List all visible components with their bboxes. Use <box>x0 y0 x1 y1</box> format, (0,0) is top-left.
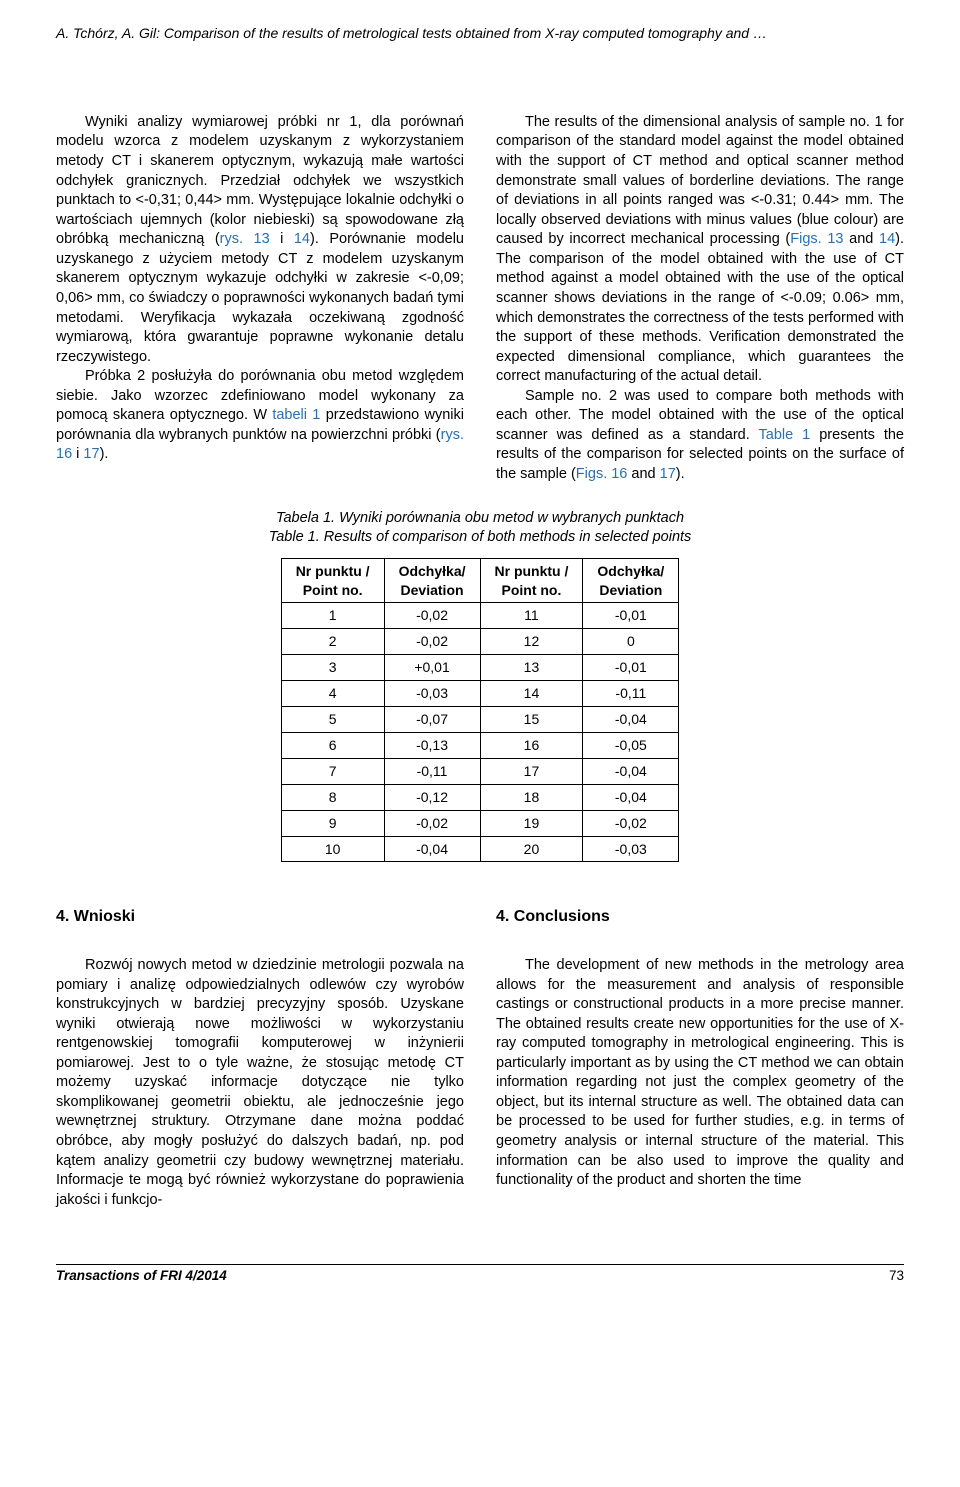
table-row: 3+0,0113-0,01 <box>281 655 679 681</box>
table-header: Nr punktu /Point no. <box>281 558 384 603</box>
table-cell: 17 <box>480 758 583 784</box>
figure-ref: 14 <box>294 231 310 247</box>
paragraph-en-1: The results of the dimensional analysis … <box>496 113 904 387</box>
text: and <box>843 231 879 247</box>
table-cell: 2 <box>281 629 384 655</box>
table-caption-pl: Tabela 1. Wyniki porównania obu metod w … <box>56 509 904 529</box>
left-column-conclusions: 4. Wnioski Rozwój nowych metod w dziedzi… <box>56 906 464 1210</box>
table-caption-en: Table 1. Results of comparison of both m… <box>56 528 904 548</box>
table-cell: -0,01 <box>583 655 679 681</box>
table-row: 1-0,0211-0,01 <box>281 603 679 629</box>
footer-page-number: 73 <box>889 1267 904 1285</box>
paragraph-pl-1: Wyniki analizy wymiarowej próbki nr 1, d… <box>56 113 464 367</box>
table-cell: -0,13 <box>384 732 480 758</box>
table-cell: -0,12 <box>384 784 480 810</box>
text: ). Porównanie modelu uzyskanego z użycie… <box>56 231 464 364</box>
figure-ref: rys. 13 <box>220 231 270 247</box>
table-cell: -0,03 <box>583 836 679 862</box>
table-cell: -0,04 <box>583 758 679 784</box>
table-ref: tabeli 1 <box>272 407 320 423</box>
table-row: 4-0,0314-0,11 <box>281 681 679 707</box>
left-column: Wyniki analizy wymiarowej próbki nr 1, d… <box>56 113 464 485</box>
figure-ref: Figs. 16 <box>576 466 628 482</box>
table-cell: -0,07 <box>384 707 480 733</box>
table-cell: 16 <box>480 732 583 758</box>
table-header-row: Nr punktu /Point no. Odchyłka/Deviation … <box>281 558 679 603</box>
paragraph-pl-2: Próbka 2 posłużyła do porównania obu met… <box>56 367 464 465</box>
table-header: Nr punktu /Point no. <box>480 558 583 603</box>
text: i <box>270 231 294 247</box>
table-cell: 15 <box>480 707 583 733</box>
table-cell: 14 <box>480 681 583 707</box>
table-cell: 8 <box>281 784 384 810</box>
page-footer: Transactions of FRI 4/2014 73 <box>56 1264 904 1285</box>
text: i <box>72 446 83 462</box>
table-cell: -0,02 <box>384 629 480 655</box>
paragraph-conclusion-en: The development of new methods in the me… <box>496 956 904 1191</box>
table-cell: -0,11 <box>583 681 679 707</box>
table-row: 2-0,02120 <box>281 629 679 655</box>
figure-ref: 14 <box>879 231 895 247</box>
figure-ref: Figs. 13 <box>790 231 843 247</box>
table-cell: 3 <box>281 655 384 681</box>
table-cell: 6 <box>281 732 384 758</box>
table-cell: 1 <box>281 603 384 629</box>
table-cell: 7 <box>281 758 384 784</box>
figure-ref: 17 <box>660 466 676 482</box>
table-header: Odchyłka/Deviation <box>583 558 679 603</box>
table-cell: -0,02 <box>384 810 480 836</box>
text: The results of the dimensional analysis … <box>496 114 904 247</box>
table-cell: -0,04 <box>583 707 679 733</box>
table-cell: 20 <box>480 836 583 862</box>
section-heading-en: 4. Conclusions <box>496 906 904 928</box>
table-cell: 4 <box>281 681 384 707</box>
table-row: 10-0,0420-0,03 <box>281 836 679 862</box>
table-cell: 18 <box>480 784 583 810</box>
table-header: Odchyłka/Deviation <box>384 558 480 603</box>
table-ref: Table 1 <box>759 427 811 443</box>
footer-journal: Transactions of FRI 4/2014 <box>56 1267 227 1285</box>
table-cell: -0,11 <box>384 758 480 784</box>
paragraph-conclusion-pl: Rozwój nowych metod w dziedzinie metrolo… <box>56 956 464 1210</box>
table-cell: +0,01 <box>384 655 480 681</box>
table-cell: 5 <box>281 707 384 733</box>
text: ). <box>676 466 685 482</box>
text: Wyniki analizy wymiarowej próbki nr 1, d… <box>56 114 464 247</box>
text: ). <box>100 446 109 462</box>
table-row: 8-0,1218-0,04 <box>281 784 679 810</box>
table-cell: 19 <box>480 810 583 836</box>
text: ). The comparison of the model obtained … <box>496 231 904 384</box>
running-head: A. Tchórz, A. Gil: Comparison of the res… <box>56 24 904 43</box>
table-row: 6-0,1316-0,05 <box>281 732 679 758</box>
table-row: 9-0,0219-0,02 <box>281 810 679 836</box>
results-table: Nr punktu /Point no. Odchyłka/Deviation … <box>281 558 680 863</box>
section-heading-pl: 4. Wnioski <box>56 906 464 928</box>
table-row: 7-0,1117-0,04 <box>281 758 679 784</box>
table-cell: -0,03 <box>384 681 480 707</box>
right-column: The results of the dimensional analysis … <box>496 113 904 485</box>
table-cell: 11 <box>480 603 583 629</box>
paragraph-en-2: Sample no. 2 was used to compare both me… <box>496 387 904 485</box>
table-cell: -0,05 <box>583 732 679 758</box>
table-cell: -0,01 <box>583 603 679 629</box>
table-row: 5-0,0715-0,04 <box>281 707 679 733</box>
text: and <box>627 466 659 482</box>
table-cell: 12 <box>480 629 583 655</box>
table-cell: 9 <box>281 810 384 836</box>
table-cell: -0,02 <box>583 810 679 836</box>
table-cell: -0,04 <box>583 784 679 810</box>
table-cell: 0 <box>583 629 679 655</box>
table-cell: 10 <box>281 836 384 862</box>
right-column-conclusions: 4. Conclusions The development of new me… <box>496 906 904 1210</box>
table-cell: -0,02 <box>384 603 480 629</box>
table-cell: 13 <box>480 655 583 681</box>
table-cell: -0,04 <box>384 836 480 862</box>
figure-ref: 17 <box>83 446 99 462</box>
